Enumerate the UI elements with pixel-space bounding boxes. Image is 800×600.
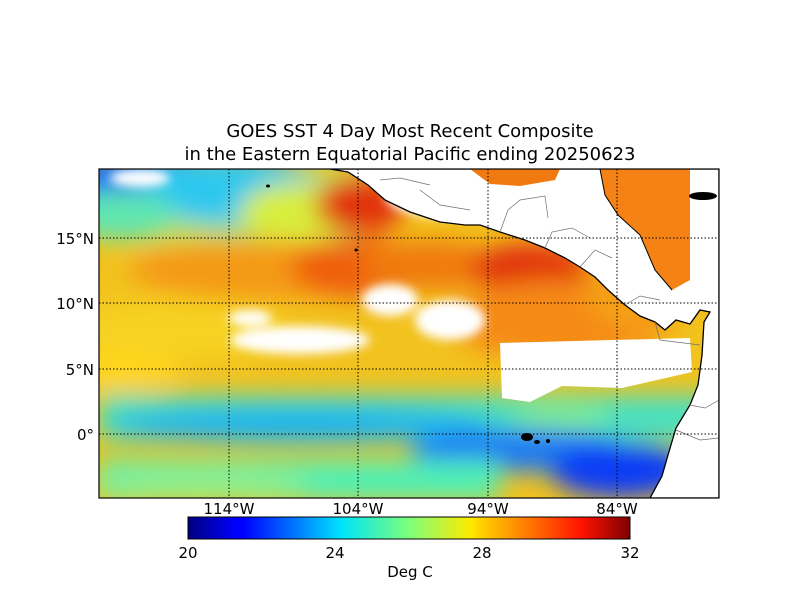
chart-title-line1: GOES SST 4 Day Most Recent Composite (226, 121, 594, 142)
colorbar-tick-label: 28 (472, 544, 492, 562)
lon-tick-label: 104°W (332, 500, 384, 518)
lon-tick-label: 94°W (467, 500, 509, 518)
lon-tick-label: 114°W (203, 500, 255, 518)
land-mass (329, 169, 719, 498)
jamaica-island (689, 192, 717, 200)
galapagos-island (521, 433, 533, 441)
colorbar (187, 516, 631, 540)
colorbar-tick-label: 20 (178, 544, 198, 562)
colorbar-tick-label: 24 (325, 544, 345, 562)
lat-tick-label: 5°N (65, 361, 94, 379)
chart-title-line2: in the Eastern Equatorial Pacific ending… (184, 144, 636, 165)
colorbar-label: Deg C (387, 563, 433, 581)
colorbar-tick-label: 32 (620, 544, 640, 562)
map-frame (98, 168, 720, 499)
lon-tick-label: 84°W (596, 500, 638, 518)
graticule (99, 169, 719, 498)
lat-tick-label: 15°N (56, 230, 94, 248)
sst-field (99, 169, 719, 498)
lat-tick-label: 10°N (56, 295, 94, 313)
lat-tick-label: 0° (76, 426, 94, 444)
